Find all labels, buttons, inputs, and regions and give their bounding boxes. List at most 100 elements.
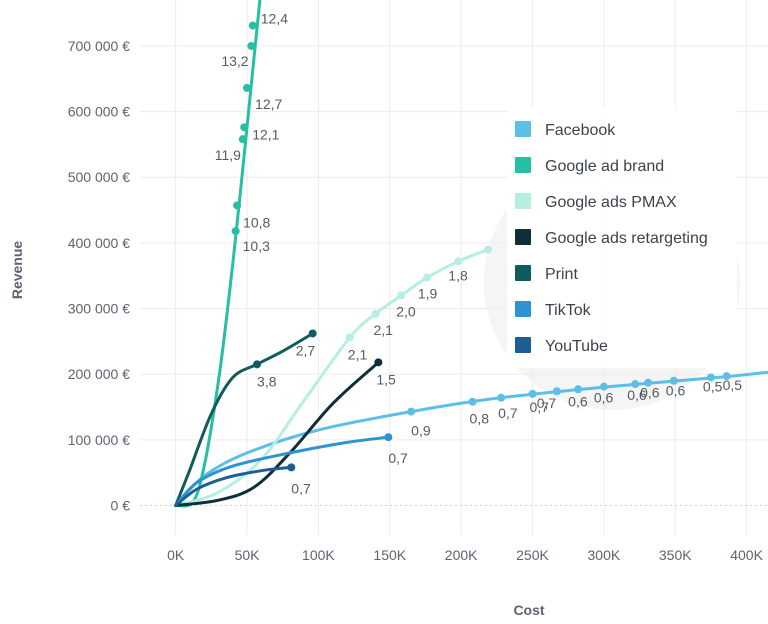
- data-label: 0,6: [640, 385, 660, 401]
- data-label: 0,8: [470, 411, 490, 427]
- x-tick-label: 200K: [445, 547, 478, 563]
- y-tick-label: 100 000 €: [68, 432, 130, 448]
- data-label: 2,1: [374, 322, 394, 338]
- data-point: [233, 201, 242, 210]
- x-tick-label: 100K: [302, 547, 335, 563]
- series-facebook: [174, 370, 768, 507]
- y-tick-label: 700 000 €: [68, 38, 130, 54]
- data-label: 0,6: [666, 383, 686, 399]
- legend-label: Google ads retargeting: [545, 230, 708, 247]
- legend-swatch: [515, 229, 531, 245]
- y-tick-label: 300 000 €: [68, 301, 130, 317]
- legend-label: TikTok: [545, 302, 592, 319]
- data-point: [706, 373, 715, 382]
- data-label: 1,9: [418, 286, 438, 302]
- data-label: 0,7: [291, 480, 311, 496]
- data-point: [238, 135, 247, 144]
- series-line: [174, 370, 768, 507]
- x-tick-label: 250K: [516, 547, 549, 563]
- data-label: 2,7: [296, 342, 316, 358]
- data-label: 12,4: [261, 11, 288, 27]
- y-tick-label: 400 000 €: [68, 235, 130, 251]
- data-label: 0,5: [703, 378, 723, 394]
- data-point: [484, 245, 493, 254]
- y-tick-label: 0 €: [111, 497, 131, 513]
- series-layer: [174, 0, 768, 508]
- data-label: 2,0: [396, 303, 416, 319]
- data-labels: 0,90,8 0,7 0,70,7 0,6 0,6 0,60,6 0,6 0,5 0,510,3…: [215, 11, 743, 497]
- series-google-ads-pmax: [174, 245, 493, 507]
- data-point: [407, 407, 416, 416]
- data-label: 1,5: [376, 371, 396, 387]
- data-label: 0,7: [530, 399, 550, 415]
- data-point: [574, 385, 583, 394]
- data-label: 13,2: [221, 53, 248, 69]
- legend-label: YouTube: [545, 338, 608, 355]
- x-tick-label: 400K: [730, 547, 763, 563]
- legend-swatch: [515, 193, 531, 209]
- data-label: 10,3: [243, 238, 270, 254]
- data-point: [528, 389, 537, 398]
- y-axis-title: Revenue: [9, 241, 25, 300]
- y-tick-label: 500 000 €: [68, 169, 130, 185]
- axes: 0 € 100 000 € 200 000 € 300 000 € 400 000 € 5…: [9, 38, 764, 618]
- series-line: [174, 435, 390, 507]
- legend-swatch: [515, 337, 531, 353]
- data-point: [231, 227, 240, 236]
- x-tick-label: 350K: [659, 547, 692, 563]
- legend-swatch: [515, 121, 531, 137]
- x-axis-title: Cost: [513, 602, 544, 618]
- data-label: 3,8: [257, 373, 277, 389]
- data-point: [722, 372, 731, 381]
- data-point: [240, 123, 249, 132]
- data-point: [308, 329, 317, 338]
- y-tick-label: 600 000 €: [68, 104, 130, 120]
- data-label: 0,6: [594, 390, 614, 406]
- data-label: 2,1: [348, 346, 368, 362]
- data-label: 0,6: [627, 387, 647, 403]
- data-point: [371, 309, 380, 318]
- data-label: 12,7: [255, 96, 282, 112]
- data-label: 12,1: [252, 126, 279, 142]
- legend-label: Facebook: [545, 122, 616, 139]
- legend: Facebook Google ad brand Google ads PMAX Go…: [507, 106, 737, 368]
- data-point: [397, 291, 406, 300]
- legend-swatch: [515, 157, 531, 173]
- data-point: [253, 360, 262, 369]
- legend-label: Print: [545, 266, 578, 283]
- data-label: 0,5: [723, 377, 743, 393]
- series-line: [174, 465, 293, 507]
- data-point: [599, 382, 608, 391]
- x-tick-label: 50K: [235, 547, 261, 563]
- data-label: 0,7: [537, 395, 557, 411]
- data-point: [644, 378, 653, 387]
- y-tick-label: 200 000 €: [68, 366, 130, 382]
- data-point: [454, 257, 463, 266]
- legend-swatch: [515, 265, 531, 281]
- data-point: [468, 397, 477, 406]
- data-point: [247, 41, 256, 50]
- data-label: 10,8: [243, 214, 270, 230]
- data-label: 0,7: [498, 405, 518, 421]
- x-tick-label: 150K: [373, 547, 406, 563]
- data-point: [384, 433, 393, 442]
- data-label: 0,6: [568, 393, 588, 409]
- data-point: [669, 376, 678, 385]
- series-line: [174, 332, 315, 507]
- data-label: 1,8: [448, 267, 468, 283]
- series-line: [174, 247, 490, 507]
- legend-label: Google ad brand: [545, 158, 664, 175]
- data-point: [248, 21, 257, 30]
- data-point: [345, 333, 354, 342]
- data-point: [243, 83, 252, 92]
- data-point: [374, 358, 383, 367]
- data-point: [631, 380, 640, 389]
- legend-label: Google ads PMAX: [545, 194, 677, 211]
- series-youtube: [174, 463, 296, 507]
- data-point: [552, 387, 561, 396]
- legend-background: [507, 106, 737, 368]
- series-tiktok: [174, 433, 393, 507]
- data-point: [287, 463, 296, 472]
